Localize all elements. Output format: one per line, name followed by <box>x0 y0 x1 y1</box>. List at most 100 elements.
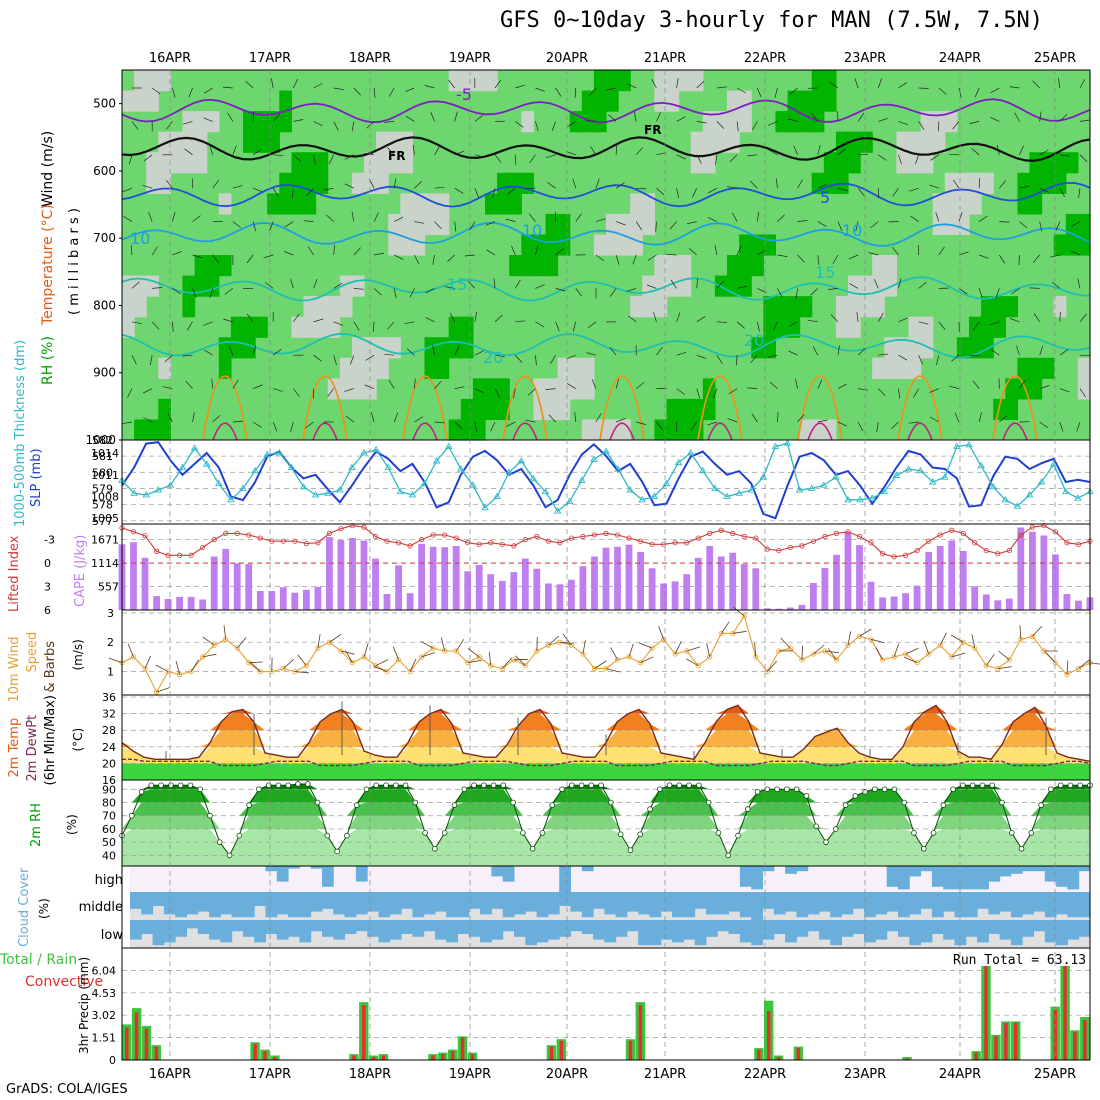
cloud-cell <box>1044 920 1057 943</box>
wind10-point <box>1029 633 1035 639</box>
wind-barb <box>474 350 484 356</box>
isotherm-line <box>121 181 1091 208</box>
wind-barb <box>676 78 679 89</box>
wind-barb <box>817 379 823 389</box>
rh-cell <box>920 316 934 338</box>
rh2m-point <box>471 782 477 789</box>
y-tick-label: 90 <box>102 783 116 796</box>
wind-barb <box>756 211 760 222</box>
wind-barb <box>393 288 397 299</box>
li-point <box>845 529 851 535</box>
cloud-cell <box>152 892 165 906</box>
ylabel-unit: 3hr Precip (mm) <box>77 957 91 1054</box>
wind-barb <box>1059 114 1068 122</box>
thickness-point <box>711 484 719 491</box>
li-point <box>234 530 240 536</box>
cloud-cell <box>355 920 368 932</box>
wind-barb <box>747 387 758 389</box>
rh-cell <box>170 152 184 174</box>
rh2m-point <box>715 830 722 836</box>
y-tick-label-right: 1011 <box>91 469 119 482</box>
cloud-cell <box>999 866 1012 877</box>
y-tick-label: 3.02 <box>92 1009 117 1022</box>
rh-cell <box>255 131 268 153</box>
wind-barb <box>454 187 464 194</box>
rh2m-point <box>344 832 350 839</box>
wind-barb <box>636 421 646 425</box>
cloud-cell <box>875 892 888 915</box>
rh2m-point <box>216 839 223 845</box>
li-point <box>188 552 194 558</box>
li-point <box>1018 532 1024 538</box>
rh2m-point <box>500 782 507 789</box>
rh-cell <box>581 357 595 379</box>
wind10-barb <box>156 687 170 693</box>
wind10-point <box>211 642 217 648</box>
rh2m-point <box>1067 782 1074 789</box>
y-tick-label: 16 <box>102 774 116 787</box>
wind10-barb <box>998 650 1010 661</box>
rh-cell <box>799 296 813 318</box>
cloud-cell <box>909 866 922 877</box>
wind-barb <box>929 388 939 393</box>
cloud-cell <box>367 892 379 912</box>
wind-barb <box>272 348 282 356</box>
wind-barb <box>430 111 435 122</box>
wind-barb <box>394 216 404 222</box>
y-tick-label: 578 <box>92 499 113 512</box>
ylabel-part: 10m Wind <box>7 636 22 702</box>
cloud-cell <box>457 892 470 918</box>
thickness-point <box>142 491 150 498</box>
cloud-cell <box>322 866 334 887</box>
wind10-barb <box>685 658 699 667</box>
cloud-cell <box>898 866 910 890</box>
rh-cell <box>739 275 752 297</box>
wind-barb <box>131 355 137 365</box>
cloud-cell <box>1078 892 1091 918</box>
cape-bar <box>187 596 195 610</box>
wind-barb <box>913 388 919 398</box>
wind10-barb <box>467 659 482 664</box>
wind-barb <box>1039 149 1049 156</box>
wind10-line <box>121 614 1091 694</box>
precip-convective-bar <box>994 1036 998 1060</box>
wind-barb <box>1011 288 1020 295</box>
rh-cell <box>218 357 232 379</box>
rh2m-point <box>647 806 653 812</box>
rh-cell <box>1065 234 1079 256</box>
wind-barb <box>910 215 919 222</box>
thickness-point <box>856 495 864 503</box>
rh2m-fill-band <box>122 784 1090 790</box>
wind-barb <box>333 282 343 289</box>
li-point <box>891 554 897 560</box>
wind10-point <box>868 636 874 642</box>
rh-cell <box>146 90 159 112</box>
wind-barb <box>227 112 234 122</box>
wind10-barb <box>801 645 803 660</box>
rh-cell <box>182 296 196 318</box>
rh2m-point <box>979 782 986 789</box>
wind-barb <box>1039 221 1043 232</box>
thickness-point <box>360 449 368 456</box>
precip-convective-bar <box>362 1005 366 1060</box>
wind-barb <box>848 254 859 260</box>
wind10-barb <box>847 631 852 646</box>
isotherm-line <box>121 221 1091 247</box>
date-label-bottom: 21APR <box>644 1067 686 1082</box>
wind-barb <box>990 87 1000 94</box>
rh-cell <box>702 111 716 133</box>
rh-cell <box>956 213 970 236</box>
li-point <box>326 530 333 536</box>
precip-convective-bar <box>767 1011 771 1060</box>
wind-barb <box>511 245 516 256</box>
cape-bar <box>625 544 633 610</box>
wind-barb <box>414 254 420 265</box>
rh-cell <box>460 419 474 441</box>
wind10-barb <box>155 664 169 672</box>
wind-barb <box>223 318 233 323</box>
rh-cell <box>678 419 692 441</box>
wind-barb <box>595 413 602 423</box>
rh-cell <box>158 131 171 153</box>
wind-barb <box>990 349 1000 356</box>
thickness-point <box>989 482 997 490</box>
